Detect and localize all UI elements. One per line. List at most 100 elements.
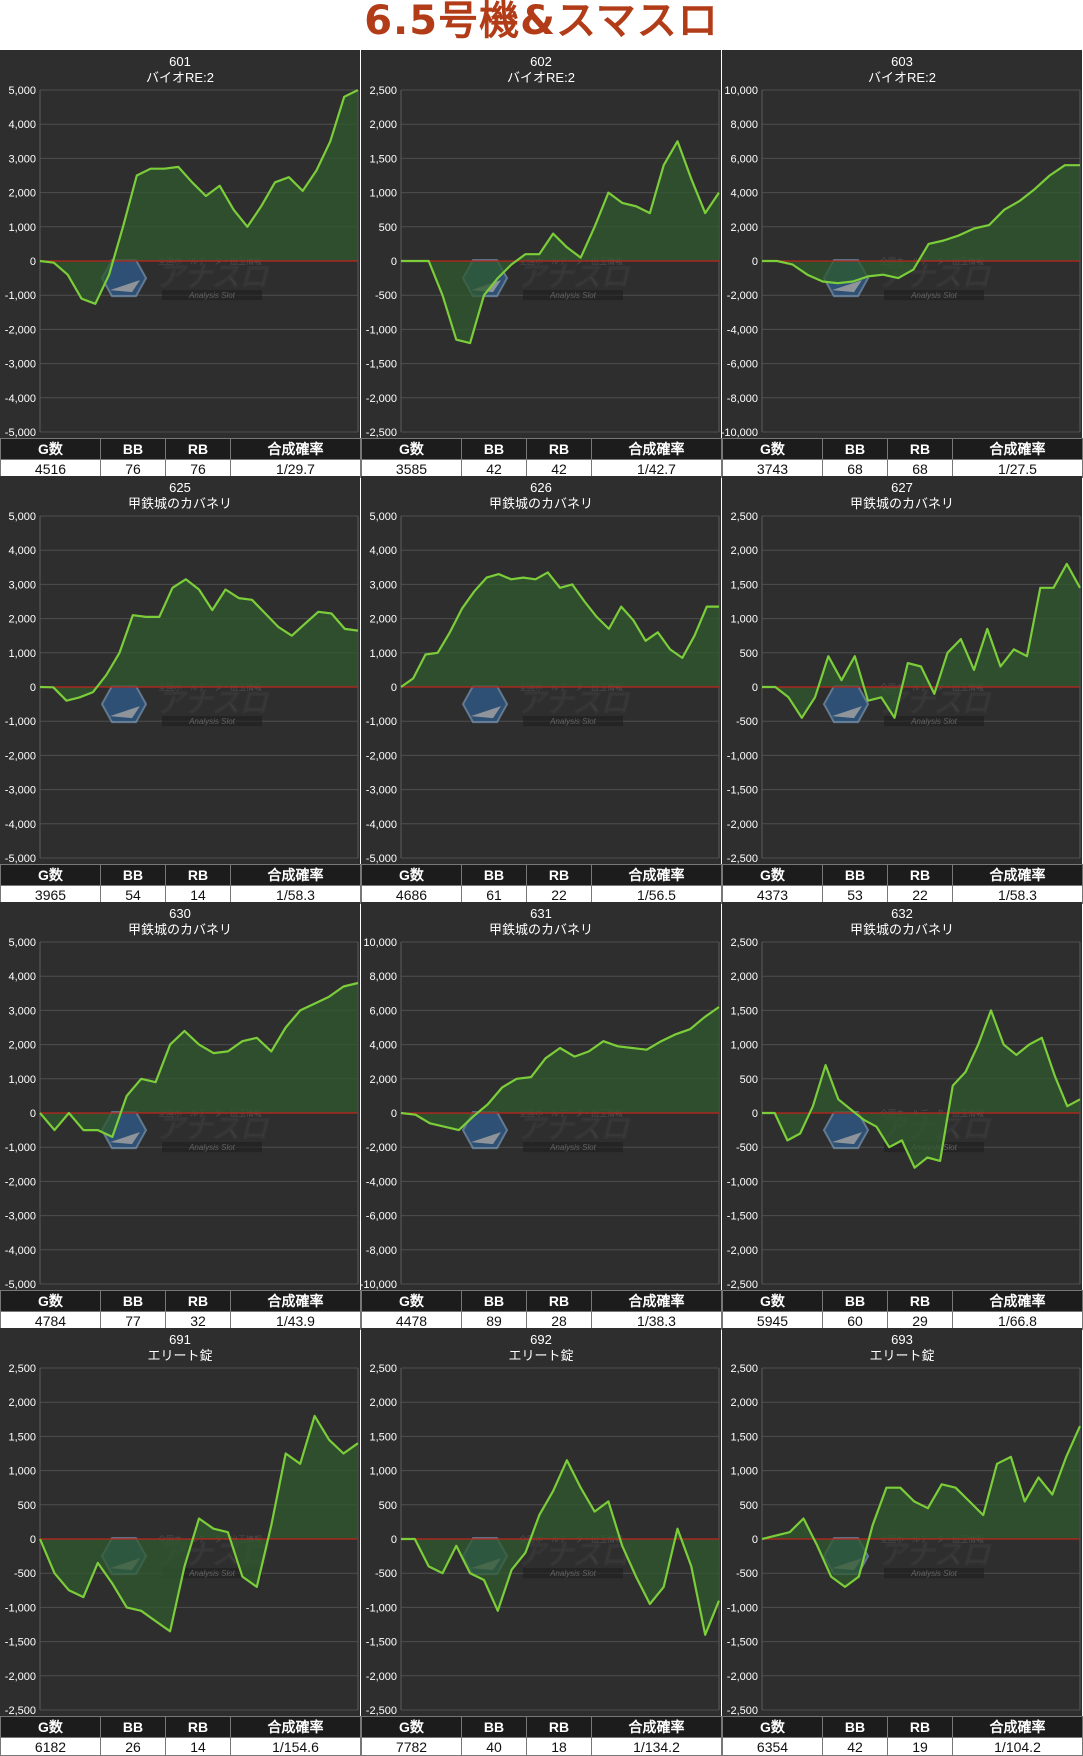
chart-subtitle: 甲鉄城のカバネリ: [850, 922, 954, 937]
y-tick-label: -500: [736, 1568, 758, 1580]
prob-value: 1/38.3: [591, 1311, 722, 1330]
y-tick-label: 3,000: [8, 153, 36, 165]
watermark-text: アナスロ: [156, 260, 269, 293]
bb-value: 54: [100, 885, 166, 904]
chart-title: 602: [530, 54, 552, 69]
prob-header: 合成確率: [230, 1290, 361, 1312]
rb-header: RB: [526, 438, 592, 460]
bb-value: 89: [461, 1311, 527, 1330]
games-header: G数: [722, 438, 823, 460]
prob-header: 合成確率: [230, 1716, 361, 1738]
y-tick-label: -5,000: [5, 853, 36, 864]
prob-value: 1/104.2: [952, 1737, 1083, 1756]
y-tick-label: 10,000: [724, 85, 758, 97]
y-tick-label: -6,000: [366, 1211, 397, 1223]
stats-table: G数 BB RB 合成確率 3743 68 68 1/27.5: [722, 438, 1083, 478]
bb-header: BB: [100, 1290, 166, 1312]
rb-header: RB: [165, 1716, 231, 1738]
bb-header: BB: [100, 1716, 166, 1738]
y-tick-label: -2,000: [366, 1142, 397, 1154]
prob-header: 合成確率: [591, 864, 722, 886]
y-tick-label: 500: [379, 222, 397, 234]
y-tick-label: 3,000: [369, 579, 397, 591]
games-value: 3743: [722, 459, 823, 478]
games-value: 3585: [361, 459, 462, 478]
bb-value: 60: [822, 1311, 888, 1330]
y-tick-label: -500: [375, 290, 397, 302]
watermark-text: アナスロ: [517, 260, 630, 293]
games-header: G数: [0, 1716, 101, 1738]
y-tick-label: 500: [740, 1074, 758, 1086]
series-area: [762, 1426, 1080, 1587]
bb-value: 76: [100, 459, 166, 478]
y-tick-label: 2,500: [730, 511, 758, 523]
logo-stripe-icon: [832, 706, 862, 719]
games-header: G数: [0, 438, 101, 460]
y-tick-label: 0: [752, 1534, 758, 1546]
y-tick-label: 0: [30, 256, 36, 268]
rb-header: RB: [165, 1290, 231, 1312]
chart-title: 632: [891, 906, 913, 921]
stats-table: G数 BB RB 合成確率 6354 42 19 1/104.2: [722, 1716, 1083, 1756]
games-header: G数: [722, 1716, 823, 1738]
rb-header: RB: [887, 438, 953, 460]
rb-value: 14: [165, 1737, 231, 1756]
y-tick-label: 2,500: [8, 1363, 36, 1375]
stats-table: G数 BB RB 合成確率 4373 53 22 1/58.3: [722, 864, 1083, 904]
logo-stripe-icon: [832, 1132, 862, 1145]
rb-value: 42: [526, 459, 592, 478]
y-tick-label: -10,000: [722, 427, 758, 438]
bb-value: 42: [822, 1737, 888, 1756]
y-tick-label: 1,000: [369, 188, 397, 200]
y-tick-label: -1,000: [366, 716, 397, 728]
y-tick-label: -1,500: [366, 1637, 397, 1649]
games-value: 5945: [722, 1311, 823, 1330]
prob-header: 合成確率: [952, 864, 1083, 886]
logo-stripe-icon: [471, 1132, 501, 1145]
bb-value: 61: [461, 885, 527, 904]
chart-title: 631: [530, 906, 552, 921]
watermark-sub-bar: [523, 1568, 623, 1579]
y-tick-label: 2,000: [369, 1074, 397, 1086]
watermark-sub-bar: [523, 1142, 623, 1153]
y-tick-label: -10,000: [361, 1279, 397, 1290]
watermark-sub-text: Analysis Slot: [549, 291, 597, 300]
y-tick-label: 0: [30, 1534, 36, 1546]
chart-subtitle: 甲鉄城のカバネリ: [850, 496, 954, 511]
y-tick-label: 1,000: [730, 1040, 758, 1052]
bb-value: 26: [100, 1737, 166, 1756]
y-tick-label: 0: [391, 256, 397, 268]
y-tick-label: 500: [740, 648, 758, 660]
watermark-text: アナスロ: [878, 1538, 991, 1571]
games-value: 6182: [0, 1737, 101, 1756]
y-tick-label: -500: [14, 1568, 36, 1580]
y-tick-label: -1,000: [366, 1602, 397, 1614]
y-tick-label: 1,000: [8, 222, 36, 234]
y-tick-label: -3,000: [5, 359, 36, 371]
bb-header: BB: [461, 1716, 527, 1738]
bb-header: BB: [822, 438, 888, 460]
watermark-sub-text: Analysis Slot: [910, 717, 958, 726]
rb-header: RB: [526, 864, 592, 886]
watermark-sub-bar: [162, 1568, 262, 1579]
stats-table: G数 BB RB 合成確率 4686 61 22 1/56.5: [361, 864, 722, 904]
page-title: 6.5号機&スマスロ: [364, 0, 719, 44]
y-tick-label: 3,000: [8, 579, 36, 591]
series-line: [39, 981, 359, 1138]
watermark-sub-text: Analysis Slot: [188, 1143, 236, 1152]
y-tick-label: -3,000: [5, 1211, 36, 1223]
logo-stripe-icon: [832, 280, 862, 293]
y-tick-label: -2,500: [366, 1705, 397, 1716]
prob-value: 1/42.7: [591, 459, 722, 478]
y-tick-label: -1,000: [5, 716, 36, 728]
series-area: [762, 165, 1080, 284]
chart-panel-631: 631 甲鉄城のカバネリ -10,000 -8,000 -6,000 -4,000 -2,0…: [361, 902, 722, 1330]
y-tick-label: 6,000: [730, 153, 758, 165]
y-tick-label: -2,000: [366, 750, 397, 762]
games-value: 7782: [361, 1737, 462, 1756]
